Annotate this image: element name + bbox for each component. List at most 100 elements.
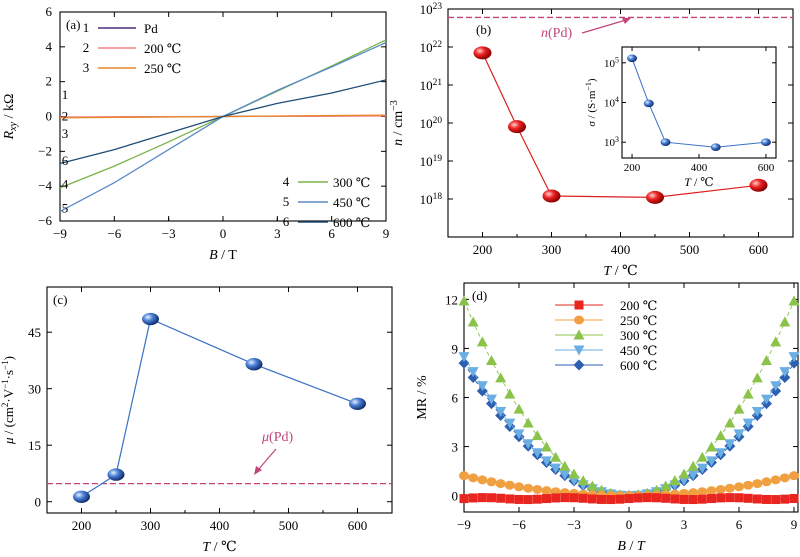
panel-d-data-point — [541, 441, 552, 452]
panel-d-legend-marker — [574, 315, 584, 325]
panel-a-legend-number: 6 — [283, 214, 290, 229]
panel-d-legend-marker — [573, 345, 585, 356]
panel-c-x-tick-label: 400 — [210, 518, 230, 533]
panel-a-legend-number: 5 — [283, 194, 290, 209]
panel-c-y-tick-label: 15 — [28, 438, 41, 453]
panel-d-legend-marker — [574, 300, 584, 310]
panel-d-legend-text: 450 ℃ — [620, 343, 657, 358]
panel-b-y-tick-label: 1018 — [420, 192, 443, 207]
panel-d-data-point — [661, 493, 671, 503]
panel-d-x-tick-label: −9 — [457, 517, 471, 532]
panel-d-data-point — [715, 448, 727, 459]
panel-c-x-tick-label: 200 — [72, 518, 92, 533]
panel-d-legend-text: 300 ℃ — [620, 328, 657, 343]
panel-a-x-tick-label: 3 — [274, 226, 281, 241]
panel-a-series-line — [59, 39, 387, 189]
panel-d-data-point — [504, 418, 516, 429]
panel-d-data-point — [652, 493, 661, 503]
panel-d-data-point — [762, 494, 771, 504]
panel-d-data-point — [458, 352, 470, 363]
panel-d-y-tick-label: 9 — [452, 341, 459, 356]
panel-d-data-point — [734, 482, 744, 492]
panel-a-curve-label: 4 — [62, 176, 69, 191]
panel-a-legend-number: 4 — [283, 174, 290, 189]
panel-d-data-point — [541, 456, 552, 467]
panel-c-series-line — [81, 318, 358, 498]
panel-d-data-point — [495, 372, 507, 383]
panel-d-data-point — [606, 495, 616, 505]
panel-b-y-axis-label: n / cm−3 — [389, 100, 406, 146]
panel-b-inset-y-tick-label: 104 — [604, 95, 619, 109]
panel-d-series-line — [463, 362, 795, 497]
panel-b-x-tick-label: 600 — [749, 242, 769, 257]
panel-d-data-point — [523, 483, 534, 493]
panel-a-y-tick-label: −4 — [38, 178, 52, 193]
panel-b-inset-x-tick-label: 200 — [624, 162, 641, 174]
panel-d-data-point — [468, 493, 478, 503]
panel-d-data-point — [458, 295, 470, 306]
panel-d-data-point — [742, 388, 754, 399]
panel-d-data-point — [742, 418, 754, 429]
panel-c-data-point — [73, 490, 90, 504]
panel-d-data-point — [458, 357, 470, 369]
panel-d-x-tick-label: −6 — [512, 517, 526, 532]
panel-d-data-point — [779, 367, 791, 378]
panel-b-inset-y-tick-label: 105 — [604, 55, 619, 69]
panel-d-data-point — [486, 354, 497, 365]
panel-d-data-point — [531, 448, 543, 459]
panel-d-data-point — [743, 480, 754, 490]
panel-d-data-point — [707, 494, 716, 504]
panel-c-reference-label: μ(Pd) — [261, 430, 293, 445]
panel-d-data-point — [734, 493, 744, 503]
panel-b-reference-arrow — [581, 19, 627, 34]
panel-a-y-tick-label: 0 — [46, 109, 53, 124]
panel-d-data-point — [696, 451, 708, 462]
panel-d-data-point — [752, 494, 762, 504]
panel-d-data-point — [496, 493, 506, 503]
panel-c-y-axis-label: μ / (cm2·V−1·s−1) — [0, 356, 16, 445]
panel-d-x-tick-label: 6 — [736, 517, 743, 532]
panel-a-curve-label: 1 — [62, 87, 69, 102]
panel-d-data-point — [788, 352, 800, 363]
panel-a-legend-text: Pd — [144, 21, 158, 36]
panel-d-data-point — [477, 493, 487, 503]
panel-c-reference-arrowhead — [254, 466, 262, 475]
panel-a-y-axis-label: Rxy / kΩ — [2, 94, 19, 141]
panel-b-inset-y-axis-label: σ / (S·m−1) — [584, 78, 598, 127]
panel-d-data-point — [751, 407, 763, 418]
panel-b-frame — [447, 8, 794, 238]
panel-d-x-tick-label: 3 — [681, 517, 688, 532]
panel-a-x-tick-label: 9 — [383, 226, 390, 241]
panel-d-x-tick-label: 0 — [626, 517, 633, 532]
panel-b-x-tick-label: 300 — [542, 242, 562, 257]
panel-b-data-point — [508, 120, 526, 134]
panel-d-data-point — [504, 480, 515, 490]
panel-d-data-point — [459, 494, 469, 504]
panel-a-legend-text: 250 ℃ — [144, 61, 181, 76]
panel-d-data-point — [522, 417, 534, 428]
panel-b-y-tick-label: 1023 — [420, 2, 443, 17]
panel-d-data-point — [505, 494, 515, 504]
panel-d-data-point — [495, 407, 507, 418]
panel-d-y-tick-label: 6 — [452, 391, 459, 406]
panel-a-x-axis-label: B / T — [209, 248, 237, 263]
panel-d-data-point — [514, 494, 524, 504]
panel-d-data-point — [706, 486, 717, 496]
panel-b-inset-data-point — [643, 99, 654, 108]
panel-d-data-point — [696, 463, 708, 474]
panel-a-x-tick-label: 6 — [328, 226, 335, 241]
panel-c-y-tick-label: 30 — [28, 382, 41, 397]
panel-a-legend-text: 600 ℃ — [333, 215, 370, 230]
panel-d-data-point — [532, 494, 542, 504]
panel-d-data-point — [733, 429, 745, 440]
panel-d-data-point — [761, 477, 772, 487]
panel-d-data-point — [779, 316, 791, 327]
panel-d-data-point — [779, 473, 790, 483]
panel-d-data-point — [523, 495, 533, 505]
panel-b-inset-data-point — [627, 54, 638, 63]
panel-d-data-point — [504, 388, 516, 399]
panel-a-y-tick-label: 6 — [46, 4, 53, 19]
panel-b-data-point — [749, 178, 768, 192]
panel-d-data-point — [788, 295, 800, 306]
panel-d-data-point — [716, 493, 726, 503]
